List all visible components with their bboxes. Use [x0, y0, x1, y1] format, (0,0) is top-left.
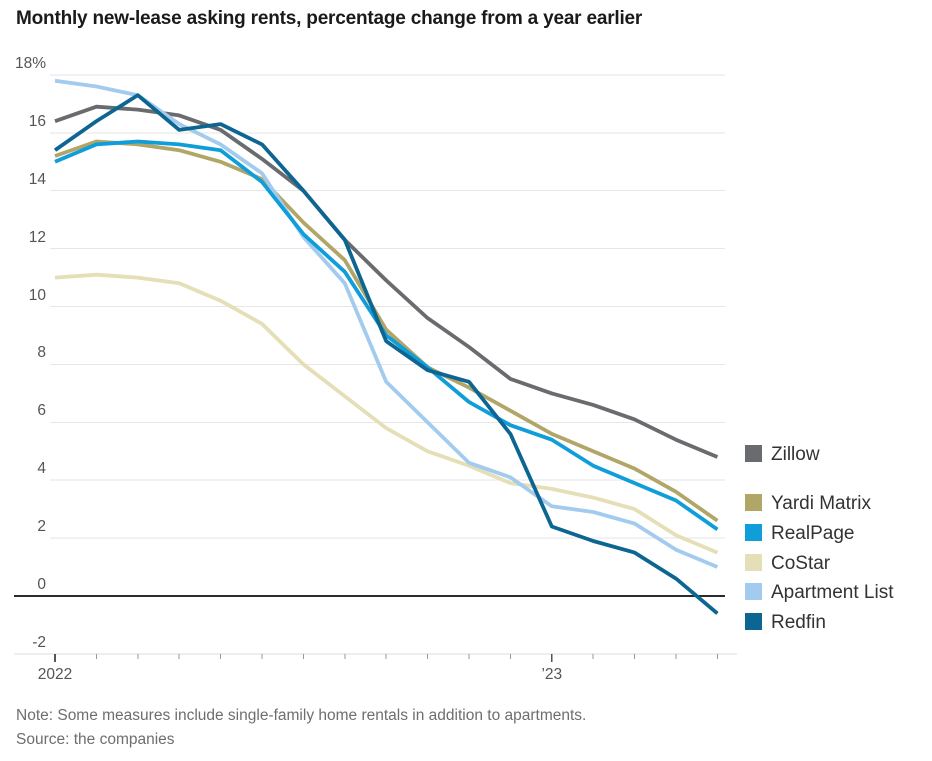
series-line-realpage: [54, 139, 719, 531]
y-tick-label: 2: [37, 518, 46, 536]
y-tick-label: -2: [32, 633, 46, 651]
y-tick-label: 8: [37, 344, 46, 362]
series-line-redfin: [53, 93, 719, 615]
y-tick-label: 4: [37, 460, 46, 478]
series-line-costar: [54, 272, 719, 555]
series-line-yardi-matrix: [54, 139, 719, 523]
legend-swatch-icon: [745, 613, 762, 630]
series-line-zillow: [54, 104, 719, 459]
legend-label: CoStar: [771, 553, 831, 574]
y-tick-label: 12: [28, 228, 46, 246]
x-tick-label: ’23: [541, 666, 563, 683]
x-tick-label: 2022: [37, 666, 73, 683]
legend-label: Redfin: [771, 612, 826, 633]
series-line-apartment-list: [54, 78, 719, 569]
chart-note: Note: Some measures include single-famil…: [16, 707, 587, 724]
y-tick-label: 16: [28, 112, 46, 130]
legend-label: Zillow: [771, 444, 820, 465]
chart-title: Monthly new-lease asking rents, percenta…: [16, 8, 643, 29]
legend-label: RealPage: [771, 523, 855, 544]
y-tick-label: 14: [28, 170, 46, 188]
y-tick-label: 18%: [14, 54, 46, 72]
legend-swatch-icon: [745, 583, 762, 600]
legend-label: Apartment List: [771, 582, 894, 603]
y-tick-label: 0: [37, 576, 46, 593]
legend-label: Yardi Matrix: [771, 493, 871, 514]
y-tick-label: 6: [37, 402, 46, 420]
legend-swatch-icon: [745, 494, 762, 511]
chart-source: Source: the companies: [16, 731, 175, 748]
legend-swatch-icon: [745, 554, 762, 571]
legend-swatch-icon: [745, 524, 762, 541]
legend-swatch-icon: [745, 445, 762, 462]
y-tick-label: 10: [28, 286, 46, 304]
